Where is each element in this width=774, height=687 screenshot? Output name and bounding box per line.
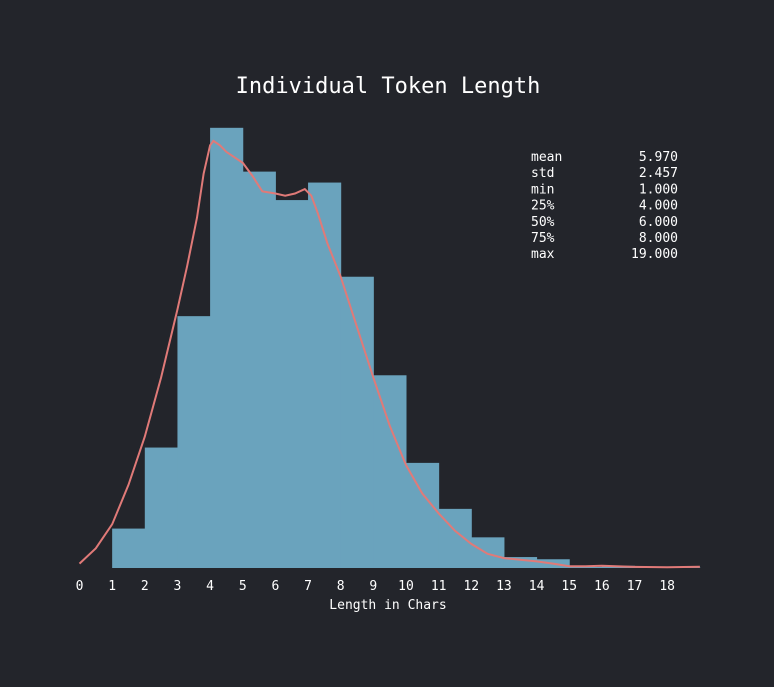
x-axis-ticks: 0 1 2 3 4 5 6 7 8 9 10 11 12 13 14 15 16 17 18: [76, 579, 675, 594]
histogram-bar-5: [242, 171, 276, 569]
x-tick-label: 1: [108, 579, 116, 594]
stat-label: max: [531, 247, 555, 262]
stat-value: 19.000: [631, 247, 678, 262]
stat-value: 2.457: [639, 166, 678, 181]
histogram-bar-15: [569, 566, 603, 568]
histogram-bar-13: [503, 557, 538, 568]
x-tick-label: 15: [561, 579, 577, 594]
histogram-bar-9: [373, 375, 407, 568]
x-tick-label: 4: [206, 579, 214, 594]
x-tick-label: 13: [496, 579, 512, 594]
histogram-bar-4: [210, 127, 244, 568]
histogram-bar-12: [471, 537, 505, 568]
stat-label: 50%: [531, 215, 555, 230]
stat-value: 6.000: [639, 215, 678, 230]
histogram-bar-7: [308, 182, 342, 568]
stat-value: 8.000: [639, 231, 678, 246]
stat-label: std: [531, 166, 554, 181]
histogram-bar-2: [144, 447, 178, 568]
bars-group: [112, 127, 701, 569]
x-tick-label: 18: [659, 579, 675, 594]
x-tick-label: 17: [627, 579, 643, 594]
stat-value: 4.000: [639, 199, 678, 214]
histogram-bar-6: [275, 200, 309, 568]
stat-label: min: [531, 182, 554, 197]
stat-value: 1.000: [639, 182, 678, 197]
stat-label: 25%: [531, 199, 555, 214]
x-tick-label: 8: [337, 579, 345, 594]
x-tick-label: 7: [304, 579, 312, 594]
chart-title: Individual Token Length: [236, 74, 541, 99]
x-tick-label: 2: [141, 579, 149, 594]
histogram-bar-10: [406, 462, 440, 568]
stat-value: 5.970: [639, 150, 678, 165]
histogram-bar-3: [177, 316, 211, 568]
x-tick-label: 3: [174, 579, 182, 594]
kde-line: [78, 139, 700, 569]
histogram-bar-8: [340, 276, 374, 568]
stats-table: mean 5.970 std 2.457 min 1.000 25% 4.000 50% 6.00…: [531, 150, 678, 262]
x-tick-label: 11: [431, 579, 447, 594]
x-axis-label: Length in Chars: [329, 598, 446, 613]
x-tick-label: 0: [76, 579, 84, 594]
x-tick-label: 14: [529, 579, 545, 594]
x-tick-label: 16: [594, 579, 610, 594]
histogram-bar-1: [112, 528, 146, 568]
x-tick-label: 10: [398, 579, 414, 594]
stat-label: 75%: [531, 231, 555, 246]
stat-label: mean: [531, 150, 562, 165]
x-tick-label: 5: [239, 579, 247, 594]
x-tick-label: 9: [369, 579, 377, 594]
x-tick-label: 12: [463, 579, 479, 594]
x-tick-label: 6: [271, 579, 279, 594]
